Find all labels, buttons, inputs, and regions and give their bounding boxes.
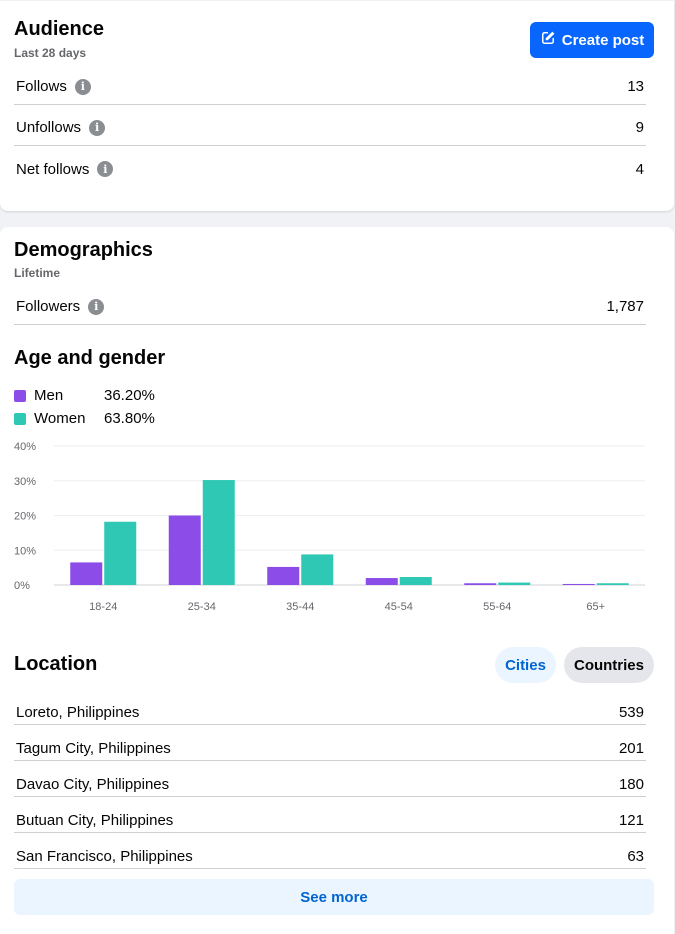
x-tick-label: 45-54 (385, 601, 413, 613)
follows-label: Follows (16, 78, 67, 95)
location-value: 201 (618, 740, 644, 757)
net-follows-label: Net follows (16, 160, 90, 178)
legend-women: Women 63.80% (14, 410, 155, 427)
location-title: Location (14, 653, 98, 675)
legend-swatch-women (14, 412, 26, 425)
y-tick-label: 40% (14, 441, 36, 453)
demographics-title: Demographics (14, 239, 153, 261)
x-tick-label: 25-34 (188, 601, 216, 613)
location-value: 121 (618, 812, 644, 829)
audience-title: Audience (14, 18, 105, 40)
y-tick-label: 0% (14, 580, 30, 592)
legend-men-percent: 36.20% (104, 387, 155, 404)
unfollows-label: Unfollows (16, 119, 82, 136)
location-name: San Francisco, Philippines (16, 848, 193, 865)
create-post-label: Create post (561, 31, 645, 49)
location-name: Butuan City, Philippines (16, 812, 174, 829)
follows-value: 13 (627, 78, 644, 95)
location-name: Davao City, Philippines (16, 776, 170, 793)
location-row: Butuan City, Philippines 121 (14, 805, 646, 833)
bar-women-35-44[interactable] (301, 554, 334, 585)
bar-women-65+[interactable] (596, 583, 629, 585)
info-icon[interactable]: i (97, 161, 114, 177)
demographics-subtitle: Lifetime (14, 266, 61, 280)
followers-row: Followers i 1,787 (14, 289, 646, 325)
net-follows-value: 4 (635, 160, 644, 178)
legend-swatch-men (14, 389, 26, 402)
bar-women-18-24[interactable] (104, 521, 137, 585)
bar-men-55-64[interactable] (464, 583, 497, 585)
tab-cities[interactable]: Cities (495, 647, 556, 683)
location-value: 180 (618, 776, 644, 793)
create-post-button[interactable]: Create post (530, 22, 654, 58)
x-tick-label: 35-44 (286, 601, 314, 613)
see-more-button[interactable]: See more (14, 879, 654, 915)
unfollows-row: Unfollows i 9 (14, 110, 646, 146)
info-icon[interactable]: i (74, 78, 91, 95)
legend-women-percent: 63.80% (104, 410, 155, 427)
location-row: San Francisco, Philippines 63 (14, 841, 646, 869)
follows-row: Follows i 13 (14, 69, 646, 105)
followers-value: 1,787 (606, 298, 644, 315)
bar-men-18-24[interactable] (70, 562, 103, 585)
unfollows-value: 9 (635, 119, 644, 136)
info-icon[interactable]: i (89, 119, 106, 136)
legend-men-label: Men (34, 387, 64, 404)
y-tick-label: 10% (14, 545, 36, 557)
edit-icon (540, 30, 556, 50)
x-tick-label: 65+ (586, 601, 605, 613)
location-value: 63 (627, 848, 644, 865)
y-tick-label: 20% (14, 511, 36, 523)
bar-women-45-54[interactable] (399, 577, 432, 585)
tab-countries[interactable]: Countries (564, 647, 654, 683)
demographics-card: Demographics Lifetime Followers i 1,787 A… (0, 227, 674, 934)
bar-men-25-34[interactable] (168, 515, 201, 586)
info-icon[interactable]: i (88, 298, 105, 315)
bar-men-35-44[interactable] (267, 566, 300, 585)
audience-subtitle: Last 28 days (14, 46, 87, 60)
net-follows-row: Net follows i 4 (14, 151, 646, 187)
location-value: 539 (618, 704, 644, 721)
audience-card: Audience Last 28 days Create post Follow… (0, 1, 674, 211)
bar-women-25-34[interactable] (202, 480, 235, 585)
x-tick-label: 55-64 (483, 601, 511, 613)
bar-men-45-54[interactable] (365, 578, 398, 585)
location-row: Tagum City, Philippines 201 (14, 733, 646, 761)
legend-men: Men 36.20% (14, 387, 155, 404)
location-row: Loreto, Philippines 539 (14, 697, 646, 725)
age-gender-title: Age and gender (14, 347, 166, 369)
location-name: Tagum City, Philippines (16, 740, 171, 757)
location-name: Loreto, Philippines (16, 704, 140, 721)
location-row: Davao City, Philippines 180 (14, 769, 646, 797)
y-tick-label: 30% (14, 476, 36, 488)
bar-men-65+[interactable] (562, 583, 595, 585)
bar-women-55-64[interactable] (498, 582, 531, 585)
followers-label: Followers (16, 298, 81, 315)
legend-women-label: Women (34, 410, 86, 427)
x-tick-label: 18-24 (89, 601, 117, 613)
age-gender-chart: 0% 10% 20% 30% 40% 18-24 25-34 35-44 45-54 55-64 6… (14, 441, 645, 613)
